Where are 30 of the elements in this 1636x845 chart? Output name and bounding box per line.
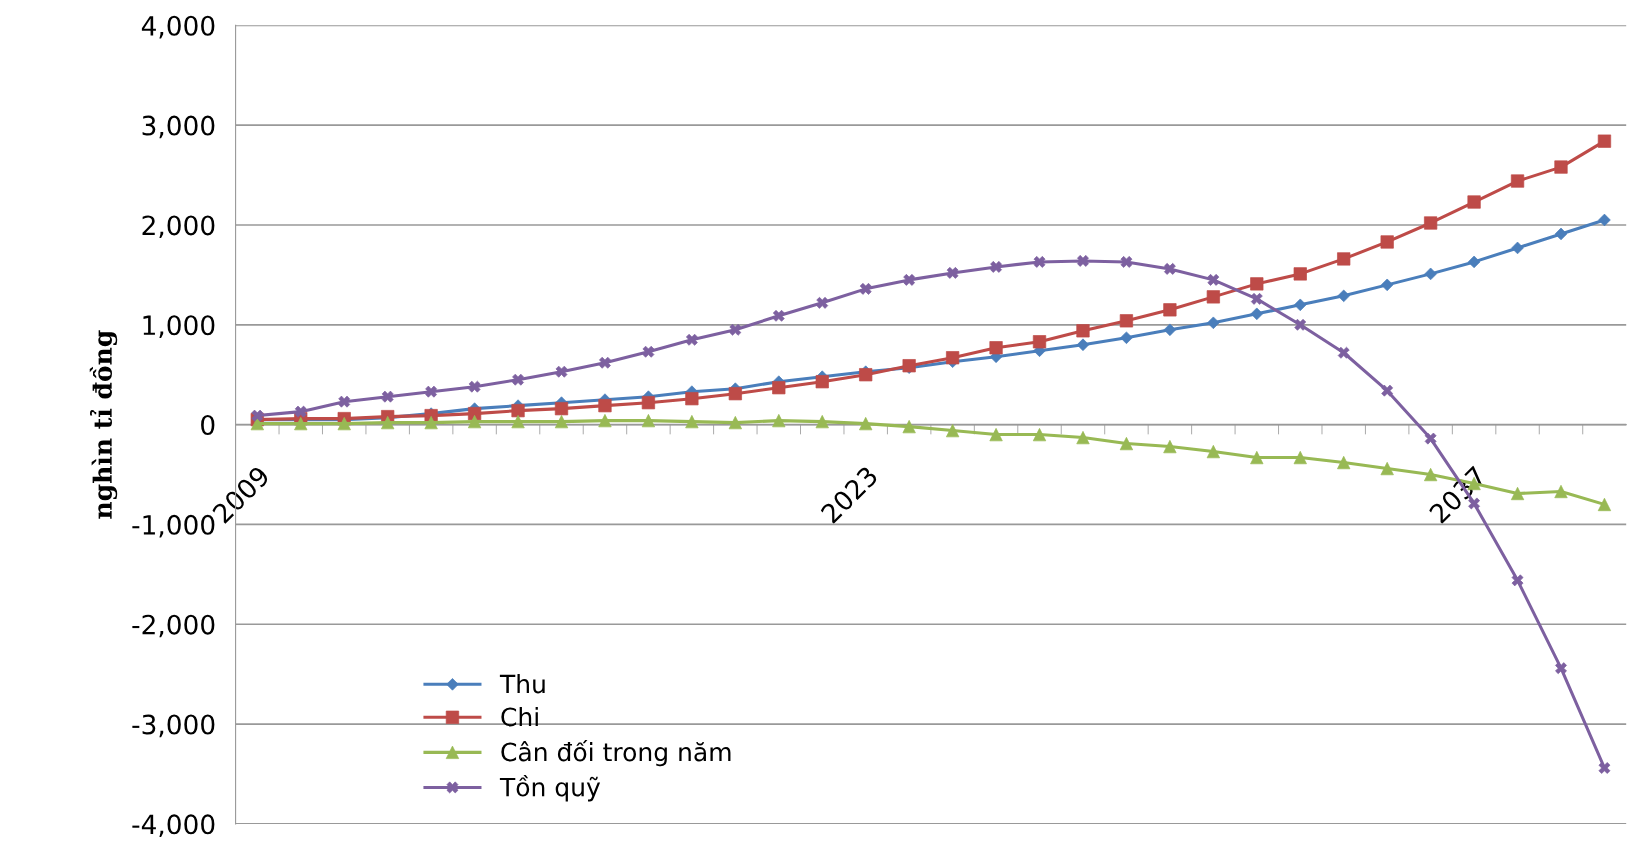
point (1597, 497, 1612, 512)
y-tick-label: 4,000 (141, 15, 215, 39)
legend-label: Chi (501, 707, 538, 727)
point (1424, 216, 1438, 230)
legend-label: Tồn quỹ (499, 775, 601, 802)
point (1032, 335, 1047, 349)
point (1119, 314, 1134, 328)
point (1206, 290, 1220, 304)
point (1337, 252, 1351, 266)
point (641, 396, 656, 410)
point (1510, 486, 1525, 501)
point (728, 387, 742, 401)
y-tick-label: -4,000 (132, 814, 215, 837)
y-tick-label: 3,000 (142, 115, 215, 139)
point (1554, 484, 1568, 499)
point (1032, 427, 1047, 442)
legend-label: Thu (499, 674, 545, 694)
legend-label: Cân đối trong năm (501, 739, 731, 767)
y-tick-label: 1,000 (143, 315, 215, 338)
point (815, 375, 829, 389)
point (685, 392, 699, 406)
point (989, 427, 1003, 442)
point (1597, 134, 1612, 148)
y-tick-label: -2,000 (132, 614, 215, 638)
y-tick-label: 0 (201, 415, 215, 436)
point (598, 399, 612, 413)
y-tick-label: -3,000 (132, 714, 215, 738)
y-tick-label: 2,000 (142, 215, 215, 239)
y-axis-title: nghìn tỉ đồng (89, 330, 118, 519)
point (1076, 430, 1090, 445)
